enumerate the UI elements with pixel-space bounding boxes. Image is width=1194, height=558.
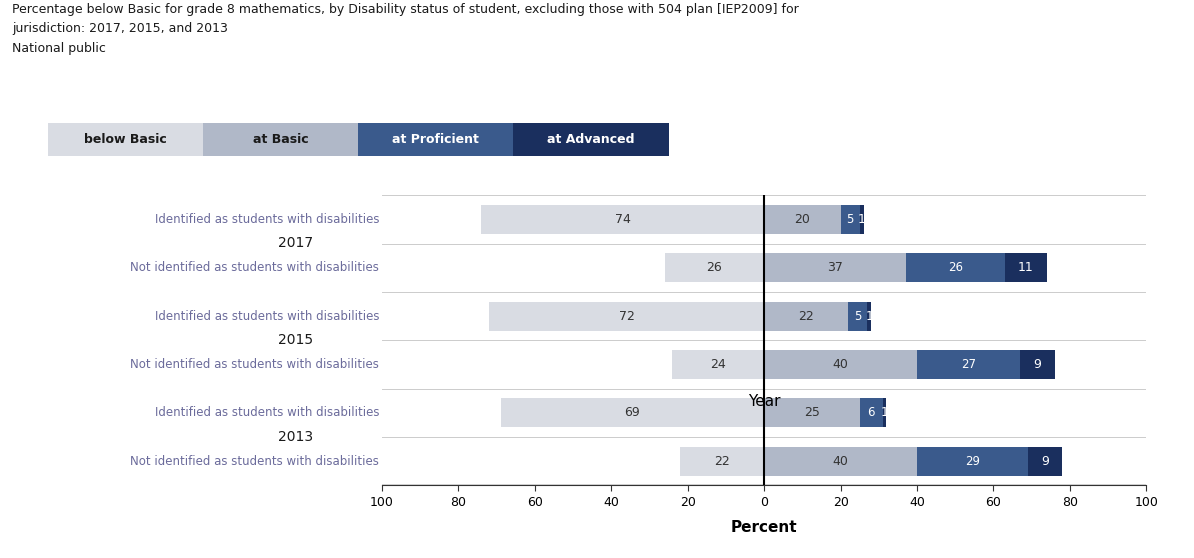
Text: 72: 72	[618, 310, 634, 323]
X-axis label: Percent: Percent	[731, 520, 798, 535]
Text: 40: 40	[832, 358, 849, 371]
Text: Identified as students with disabilities: Identified as students with disabilities	[155, 310, 380, 323]
Text: 1: 1	[866, 310, 873, 323]
Text: Identified as students with disabilities: Identified as students with disabilities	[155, 213, 380, 226]
Bar	[764, 205, 841, 234]
Text: 29: 29	[965, 455, 980, 468]
Bar	[867, 302, 872, 331]
Bar	[681, 447, 764, 476]
Text: 9: 9	[1041, 455, 1048, 468]
Text: Year: Year	[747, 394, 781, 409]
Text: Percentage below Basic for grade 8 mathematics, by Disability status of student,: Percentage below Basic for grade 8 mathe…	[12, 3, 799, 16]
Text: 2013: 2013	[278, 430, 313, 444]
Bar	[1005, 253, 1047, 282]
Text: National public: National public	[12, 42, 106, 55]
Text: 20: 20	[794, 213, 811, 226]
Bar	[490, 302, 764, 331]
Text: 22: 22	[714, 455, 730, 468]
Text: 11: 11	[1018, 261, 1034, 275]
Text: at Proficient: at Proficient	[393, 133, 479, 146]
Bar	[1020, 350, 1054, 379]
Bar	[764, 398, 860, 427]
Bar	[917, 350, 1020, 379]
Text: 5: 5	[854, 310, 861, 323]
Text: Not identified as students with disabilities: Not identified as students with disabili…	[130, 261, 380, 275]
Text: 24: 24	[710, 358, 726, 371]
Bar	[917, 447, 1028, 476]
Bar	[860, 205, 863, 234]
Text: 69: 69	[624, 406, 640, 420]
Bar	[500, 398, 764, 427]
Text: 27: 27	[961, 358, 975, 371]
Text: jurisdiction: 2017, 2015, and 2013: jurisdiction: 2017, 2015, and 2013	[12, 22, 228, 35]
Text: Not identified as students with disabilities: Not identified as students with disabili…	[130, 358, 380, 371]
Bar	[905, 253, 1005, 282]
Bar	[672, 350, 764, 379]
Text: 1: 1	[857, 213, 866, 226]
Text: 2015: 2015	[278, 333, 313, 347]
Text: 26: 26	[707, 261, 722, 275]
Bar	[841, 205, 860, 234]
Text: Not identified as students with disabilities: Not identified as students with disabili…	[130, 455, 380, 468]
Text: at Basic: at Basic	[253, 133, 308, 146]
Text: 5: 5	[847, 213, 854, 226]
Bar	[1028, 447, 1063, 476]
Bar	[848, 302, 867, 331]
Bar	[882, 398, 886, 427]
Bar	[665, 253, 764, 282]
Text: 26: 26	[948, 261, 962, 275]
Text: 9: 9	[1034, 358, 1041, 371]
Bar	[481, 205, 764, 234]
Text: 37: 37	[827, 261, 843, 275]
Text: 1: 1	[881, 406, 888, 420]
Bar	[764, 447, 917, 476]
Text: Identified as students with disabilities: Identified as students with disabilities	[155, 406, 380, 420]
Bar	[764, 253, 905, 282]
Text: 6: 6	[867, 406, 875, 420]
Bar	[764, 302, 848, 331]
Text: 40: 40	[832, 455, 849, 468]
Text: 25: 25	[804, 406, 820, 420]
Bar	[860, 398, 882, 427]
Bar	[764, 350, 917, 379]
Text: 74: 74	[615, 213, 630, 226]
Text: 2017: 2017	[278, 237, 313, 251]
Text: 22: 22	[799, 310, 814, 323]
Text: at Advanced: at Advanced	[547, 133, 635, 146]
Text: below Basic: below Basic	[84, 133, 167, 146]
